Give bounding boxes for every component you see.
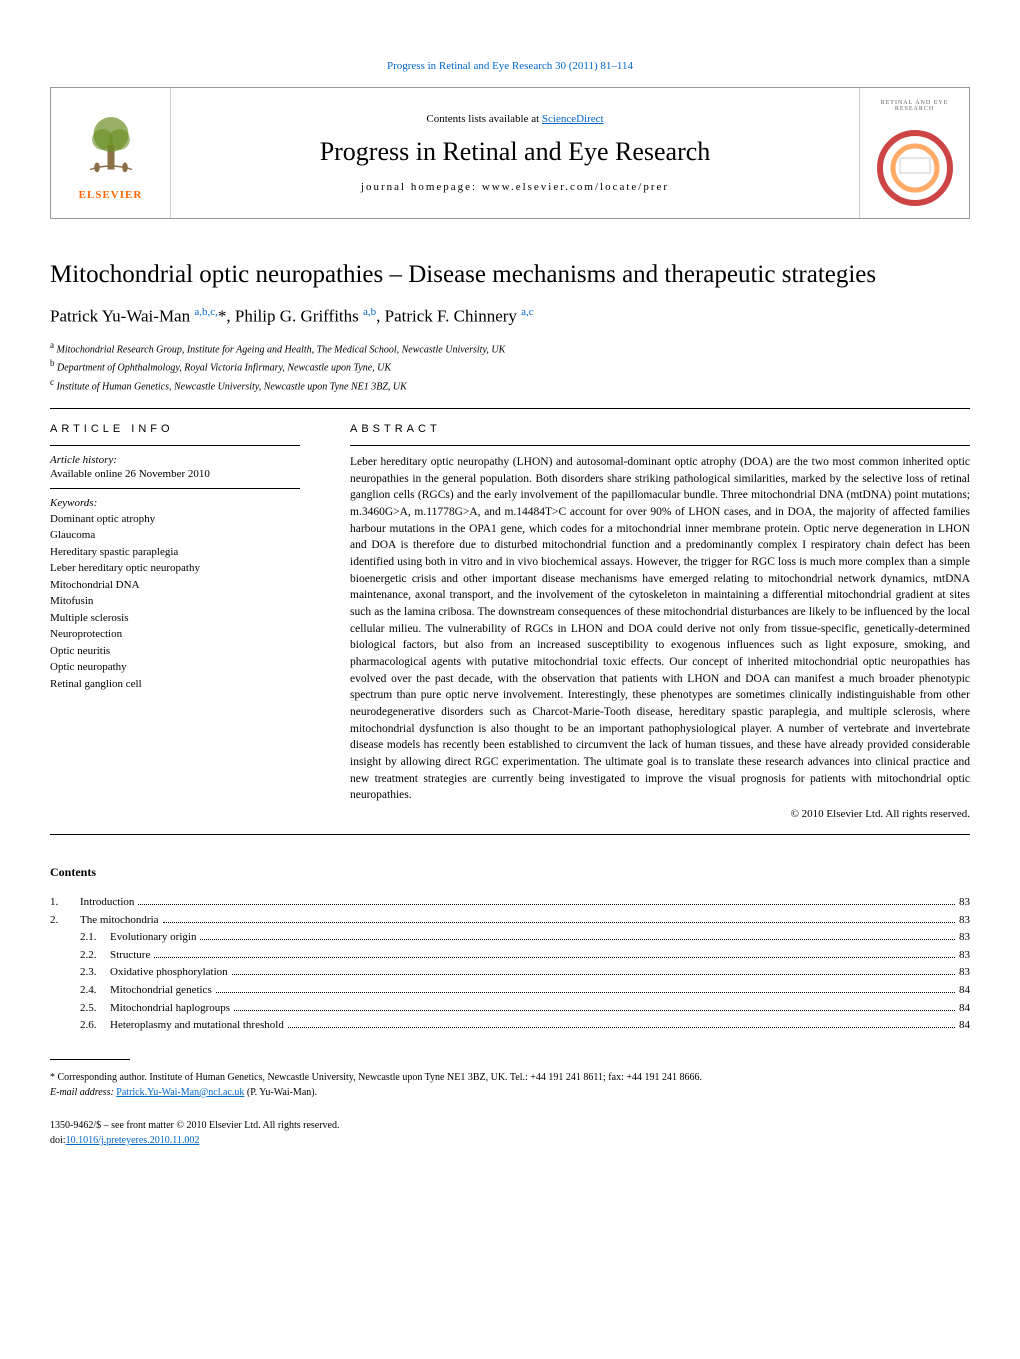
sciencedirect-link[interactable]: ScienceDirect (542, 113, 604, 125)
issn-line: 1350-9462/$ – see front matter © 2010 El… (50, 1118, 970, 1133)
article-info-heading: ARTICLE INFO (50, 423, 300, 435)
front-matter: 1350-9462/$ – see front matter © 2010 El… (50, 1118, 970, 1148)
toc-row[interactable]: 2.6.Heteroplasmy and mutational threshol… (50, 1017, 970, 1035)
toc-page: 83 (959, 947, 970, 965)
toc-number: 2.4. (80, 982, 110, 1000)
header-box: ELSEVIER Contents lists available at Sci… (50, 87, 970, 219)
article-title: Mitochondrial optic neuropathies – Disea… (50, 259, 970, 290)
article-info-col: ARTICLE INFO Article history: Available … (50, 423, 300, 820)
toc-label: Mitochondrial genetics (110, 982, 212, 1000)
elsevier-logo[interactable]: ELSEVIER (51, 88, 171, 218)
toc-dots (163, 922, 955, 923)
toc-number: 2.3. (80, 964, 110, 982)
toc-row[interactable]: 2.1.Evolutionary origin 83 (50, 929, 970, 947)
keyword-item: Optic neuritis (50, 643, 300, 660)
toc-dots (216, 992, 955, 993)
info-abstract-row: ARTICLE INFO Article history: Available … (50, 423, 970, 820)
toc-label: Introduction (80, 894, 134, 912)
toc-page: 83 (959, 964, 970, 982)
toc-page: 83 (959, 894, 970, 912)
journal-homepage: journal homepage: www.elsevier.com/locat… (181, 181, 849, 193)
contents-prefix: Contents lists available at (426, 113, 541, 125)
keyword-item: Mitochondrial DNA (50, 577, 300, 594)
affiliation-line: a Mitochondrial Research Group, Institut… (50, 339, 970, 357)
toc-number: 2. (50, 912, 80, 930)
keyword-item: Mitofusin (50, 593, 300, 610)
toc-dots (232, 974, 955, 975)
info-divider-1 (50, 445, 300, 446)
toc-row[interactable]: 2.5.Mitochondrial haplogroups 84 (50, 1000, 970, 1018)
toc-row[interactable]: 1.Introduction 83 (50, 894, 970, 912)
toc-number: 2.2. (80, 947, 110, 965)
contents-lists-line: Contents lists available at ScienceDirec… (181, 113, 849, 125)
toc-row[interactable]: 2.3.Oxidative phosphorylation 83 (50, 964, 970, 982)
affiliation-line: b Department of Ophthalmology, Royal Vic… (50, 357, 970, 375)
keyword-item: Dominant optic atrophy (50, 511, 300, 528)
toc-page: 83 (959, 912, 970, 930)
toc-number: 1. (50, 894, 80, 912)
keyword-item: Optic neuropathy (50, 659, 300, 676)
cover-image-icon (870, 118, 960, 208)
contents-heading: Contents (50, 865, 970, 880)
divider-top (50, 408, 970, 409)
toc: 1.Introduction832.The mitochondria832.1.… (50, 894, 970, 1035)
keyword-item: Leber hereditary optic neuropathy (50, 560, 300, 577)
abstract-col: ABSTRACT Leber hereditary optic neuropat… (350, 423, 970, 820)
abstract-heading: ABSTRACT (350, 423, 970, 435)
keyword-item: Glaucoma (50, 527, 300, 544)
corresponding-text: * Corresponding author. Institute of Hum… (50, 1070, 970, 1085)
cover-thumbnail[interactable]: RETINAL AND EYE RESEARCH (859, 88, 969, 218)
affiliation-line: c Institute of Human Genetics, Newcastle… (50, 376, 970, 394)
keyword-item: Retinal ganglion cell (50, 676, 300, 693)
doi-prefix: doi: (50, 1135, 66, 1146)
affiliations: a Mitochondrial Research Group, Institut… (50, 339, 970, 394)
copyright: © 2010 Elsevier Ltd. All rights reserved… (350, 808, 970, 820)
header-center: Contents lists available at ScienceDirec… (171, 103, 859, 203)
toc-dots (234, 1010, 955, 1011)
keyword-item: Multiple sclerosis (50, 610, 300, 627)
toc-dots (200, 939, 955, 940)
journal-reference[interactable]: Progress in Retinal and Eye Research 30 … (50, 60, 970, 72)
toc-page: 84 (959, 1000, 970, 1018)
keywords-label: Keywords: (50, 497, 300, 509)
toc-number: 2.1. (80, 929, 110, 947)
toc-label: Oxidative phosphorylation (110, 964, 228, 982)
history-text: Available online 26 November 2010 (50, 468, 300, 480)
footer-divider (50, 1059, 130, 1060)
cover-label: RETINAL AND EYE RESEARCH (866, 98, 963, 114)
divider-bottom (50, 834, 970, 835)
email-link[interactable]: Patrick.Yu-Wai-Man@ncl.ac.uk (116, 1087, 244, 1098)
doi-link[interactable]: 10.1016/j.preteyeres.2010.11.002 (66, 1135, 200, 1146)
toc-label: Heteroplasmy and mutational threshold (110, 1017, 284, 1035)
journal-title: Progress in Retinal and Eye Research (181, 137, 849, 167)
abstract-divider (350, 445, 970, 446)
authors: Patrick Yu-Wai-Man a,b,c,*, Philip G. Gr… (50, 306, 970, 327)
info-divider-2 (50, 488, 300, 489)
history-label: Article history: (50, 454, 300, 466)
keyword-item: Hereditary spastic paraplegia (50, 544, 300, 561)
toc-number: 2.5. (80, 1000, 110, 1018)
toc-number: 2.6. (80, 1017, 110, 1035)
toc-dots (138, 904, 955, 905)
corresponding-author: * Corresponding author. Institute of Hum… (50, 1070, 970, 1100)
toc-page: 83 (959, 929, 970, 947)
toc-row[interactable]: 2.4.Mitochondrial genetics 84 (50, 982, 970, 1000)
toc-dots (154, 957, 955, 958)
keyword-item: Neuroprotection (50, 626, 300, 643)
toc-row[interactable]: 2.The mitochondria 83 (50, 912, 970, 930)
email-suffix: (P. Yu-Wai-Man). (244, 1087, 317, 1098)
abstract-text: Leber hereditary optic neuropathy (LHON)… (350, 454, 970, 804)
toc-page: 84 (959, 1017, 970, 1035)
email-label: E-mail address: (50, 1087, 116, 1098)
toc-label: Mitochondrial haplogroups (110, 1000, 230, 1018)
toc-dots (288, 1027, 955, 1028)
elsevier-brand-text: ELSEVIER (79, 189, 143, 201)
toc-label: Evolutionary origin (110, 929, 196, 947)
toc-page: 84 (959, 982, 970, 1000)
elsevier-tree-icon (71, 105, 151, 185)
toc-row[interactable]: 2.2.Structure 83 (50, 947, 970, 965)
keywords-list: Dominant optic atrophyGlaucomaHereditary… (50, 511, 300, 693)
toc-label: Structure (110, 947, 150, 965)
toc-label: The mitochondria (80, 912, 159, 930)
